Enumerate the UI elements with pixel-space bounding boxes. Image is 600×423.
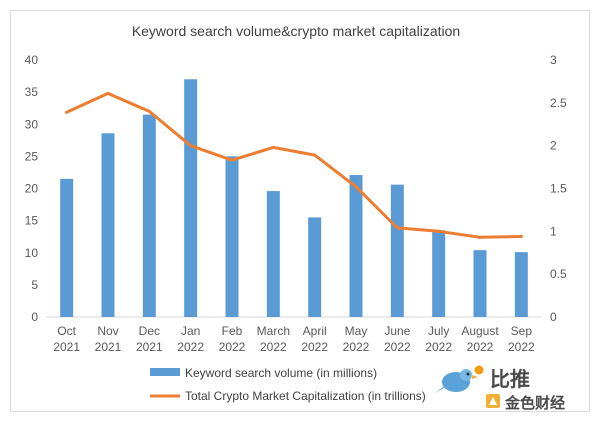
line-point xyxy=(354,185,358,189)
bar xyxy=(390,184,404,317)
bar xyxy=(225,156,239,317)
left-tick-label: 25 xyxy=(25,149,39,163)
x-tick-label-year: 2022 xyxy=(260,340,287,354)
bar xyxy=(308,217,322,317)
x-tick-label-year: 2022 xyxy=(508,340,535,354)
line-point xyxy=(65,110,69,114)
line-point xyxy=(313,153,317,157)
legend-line-label: Total Crypto Market Capitalization (in t… xyxy=(185,389,426,403)
right-tick-label: 3 xyxy=(550,53,557,67)
x-tick-label-month: Nov xyxy=(97,324,118,338)
line-point xyxy=(230,158,234,162)
x-tick-label-year: 2022 xyxy=(177,340,204,354)
left-tick-label: 10 xyxy=(25,246,39,260)
x-tick-label-month: May xyxy=(345,324,368,338)
legend: Keyword search volume (in millions) Tota… xyxy=(150,366,426,403)
x-tick-label-month: June xyxy=(384,324,410,338)
line-point xyxy=(437,229,441,233)
x-tick-label-year: 2021 xyxy=(95,340,122,354)
x-tick-label-month: Jan xyxy=(181,324,200,338)
x-tick-label-year: 2022 xyxy=(343,340,370,354)
x-tick-label-month: July xyxy=(428,324,449,338)
x-tick-label-month: March xyxy=(257,324,290,338)
x-tick-label-month: August xyxy=(461,324,499,338)
x-tick-label-month: Dec xyxy=(139,324,160,338)
bar-series xyxy=(60,79,528,318)
x-tick-label-month: April xyxy=(303,324,327,338)
line-point xyxy=(189,144,193,148)
bar xyxy=(60,178,74,317)
market-cap-line xyxy=(65,91,523,239)
right-axis-ticks: 0 0.5 1 1.5 2 2.5 3 xyxy=(550,53,567,324)
x-tick-label-year: 2022 xyxy=(467,340,494,354)
bar xyxy=(184,79,198,318)
x-tick-label-year: 2022 xyxy=(425,340,452,354)
bar xyxy=(432,230,446,317)
bar xyxy=(142,114,156,317)
x-tick-label-year: 2021 xyxy=(136,340,163,354)
left-tick-label: 35 xyxy=(25,85,39,99)
left-axis-ticks: 0 5 10 15 20 25 30 35 40 xyxy=(25,53,39,324)
left-tick-label: 40 xyxy=(25,53,39,67)
x-tick-label-month: Feb xyxy=(222,324,243,338)
right-tick-label: 0.5 xyxy=(550,267,567,281)
gold-logo-icon xyxy=(486,394,500,408)
x-tick-label-month: Sep xyxy=(511,324,533,338)
right-tick-label: 1 xyxy=(550,224,557,238)
x-tick-label-year: 2022 xyxy=(219,340,246,354)
bar xyxy=(473,250,487,317)
line-point xyxy=(478,235,482,239)
left-tick-label: 20 xyxy=(25,182,39,196)
watermark-line-1: 比推 xyxy=(490,367,530,391)
bar xyxy=(266,191,280,317)
bar xyxy=(101,133,115,317)
bar xyxy=(514,252,528,317)
bar xyxy=(349,175,363,317)
bird-logo-icon xyxy=(435,365,484,393)
watermark: 比推 金色财经 xyxy=(435,365,565,412)
right-tick-label: 2.5 xyxy=(550,96,567,110)
right-tick-label: 1.5 xyxy=(550,182,567,196)
left-tick-label: 5 xyxy=(31,278,38,292)
legend-bar-swatch xyxy=(150,368,180,376)
x-tick-label-year: 2021 xyxy=(53,340,80,354)
legend-bar-label: Keyword search volume (in millions) xyxy=(185,366,377,380)
chart-title: Keyword search volume&crypto market capi… xyxy=(132,23,460,39)
line-point xyxy=(106,91,110,95)
x-axis-labels: Oct 2021 Nov 2021 Dec 2021 Jan 2022 Feb 2022 March… xyxy=(53,324,535,354)
left-tick-label: 0 xyxy=(31,310,38,324)
watermark-line-2: 金色财经 xyxy=(504,394,565,412)
right-tick-label: 0 xyxy=(550,310,557,324)
right-tick-label: 2 xyxy=(550,139,557,153)
left-tick-label: 15 xyxy=(25,214,39,228)
line-point xyxy=(271,145,275,149)
line-point xyxy=(395,226,399,230)
line-point xyxy=(519,234,523,238)
x-tick-label-year: 2022 xyxy=(301,340,328,354)
left-tick-label: 30 xyxy=(25,117,39,131)
x-tick-label-year: 2022 xyxy=(384,340,411,354)
line-point xyxy=(147,109,151,113)
x-tick-label-month: Oct xyxy=(57,324,76,338)
